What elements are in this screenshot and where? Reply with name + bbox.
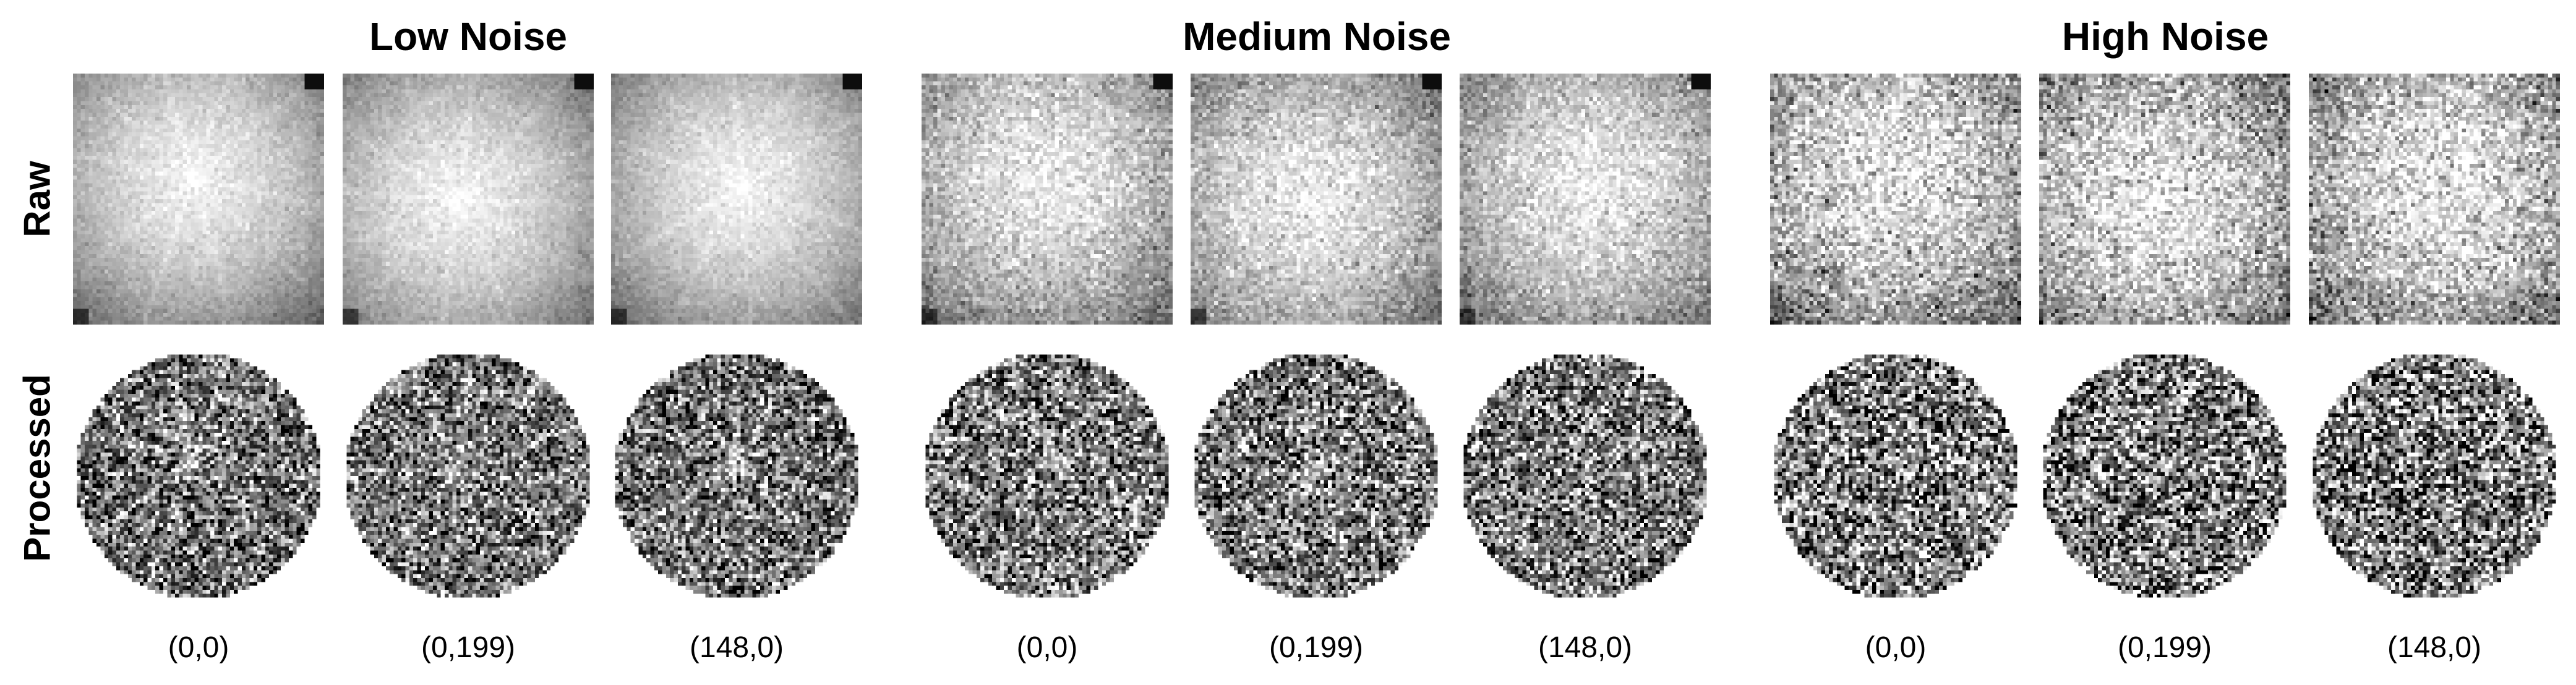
processed-medium-0-199 <box>1191 351 1442 602</box>
processed-pattern <box>611 351 862 602</box>
position-label: (0,0) <box>168 631 229 664</box>
processed-low-0-0 <box>73 351 324 602</box>
position-label: (0,199) <box>1269 631 1364 664</box>
group-title-medium: Medium Noise <box>1183 14 1451 59</box>
raw-pattern <box>73 74 324 325</box>
raw-pattern <box>2309 74 2560 325</box>
position-label: (0,0) <box>1865 631 1927 664</box>
raw-medium-148-0 <box>1460 74 1711 325</box>
position-label: (0,0) <box>1016 631 1078 664</box>
raw-pattern <box>2039 74 2290 325</box>
raw-pattern <box>343 74 594 325</box>
position-label: (148,0) <box>2387 631 2482 664</box>
raw-pattern <box>1191 74 1442 325</box>
processed-medium-0-0 <box>922 351 1173 602</box>
processed-pattern <box>1460 351 1711 602</box>
processed-pattern <box>73 351 324 602</box>
raw-pattern <box>1460 74 1711 325</box>
group-title-low: Low Noise <box>369 14 568 59</box>
processed-pattern <box>922 351 1173 602</box>
raw-low-0-199 <box>343 74 594 325</box>
position-label: (148,0) <box>1538 631 1633 664</box>
raw-medium-0-199 <box>1191 74 1442 325</box>
raw-high-0-0 <box>1770 74 2021 325</box>
processed-pattern <box>343 351 594 602</box>
processed-pattern <box>1770 351 2021 602</box>
processed-low-0-199 <box>343 351 594 602</box>
row-label-processed-text: Processed <box>16 374 58 562</box>
processed-high-0-0 <box>1770 351 2021 602</box>
processed-low-148-0 <box>611 351 862 602</box>
processed-pattern <box>1191 351 1442 602</box>
raw-low-0-0 <box>73 74 324 325</box>
raw-pattern <box>1770 74 2021 325</box>
raw-low-148-0 <box>611 74 862 325</box>
processed-high-0-199 <box>2039 351 2290 602</box>
position-label: (0,199) <box>421 631 516 664</box>
processed-pattern <box>2039 351 2290 602</box>
position-label: (148,0) <box>689 631 784 664</box>
raw-high-0-199 <box>2039 74 2290 325</box>
raw-pattern <box>611 74 862 325</box>
row-label-raw-text: Raw <box>16 161 58 237</box>
processed-pattern <box>2309 351 2560 602</box>
group-title-high: High Noise <box>2061 14 2269 59</box>
raw-pattern <box>922 74 1173 325</box>
raw-high-148-0 <box>2309 74 2560 325</box>
processed-medium-148-0 <box>1460 351 1711 602</box>
raw-medium-0-0 <box>922 74 1173 325</box>
processed-high-148-0 <box>2309 351 2560 602</box>
position-label: (0,199) <box>2117 631 2212 664</box>
